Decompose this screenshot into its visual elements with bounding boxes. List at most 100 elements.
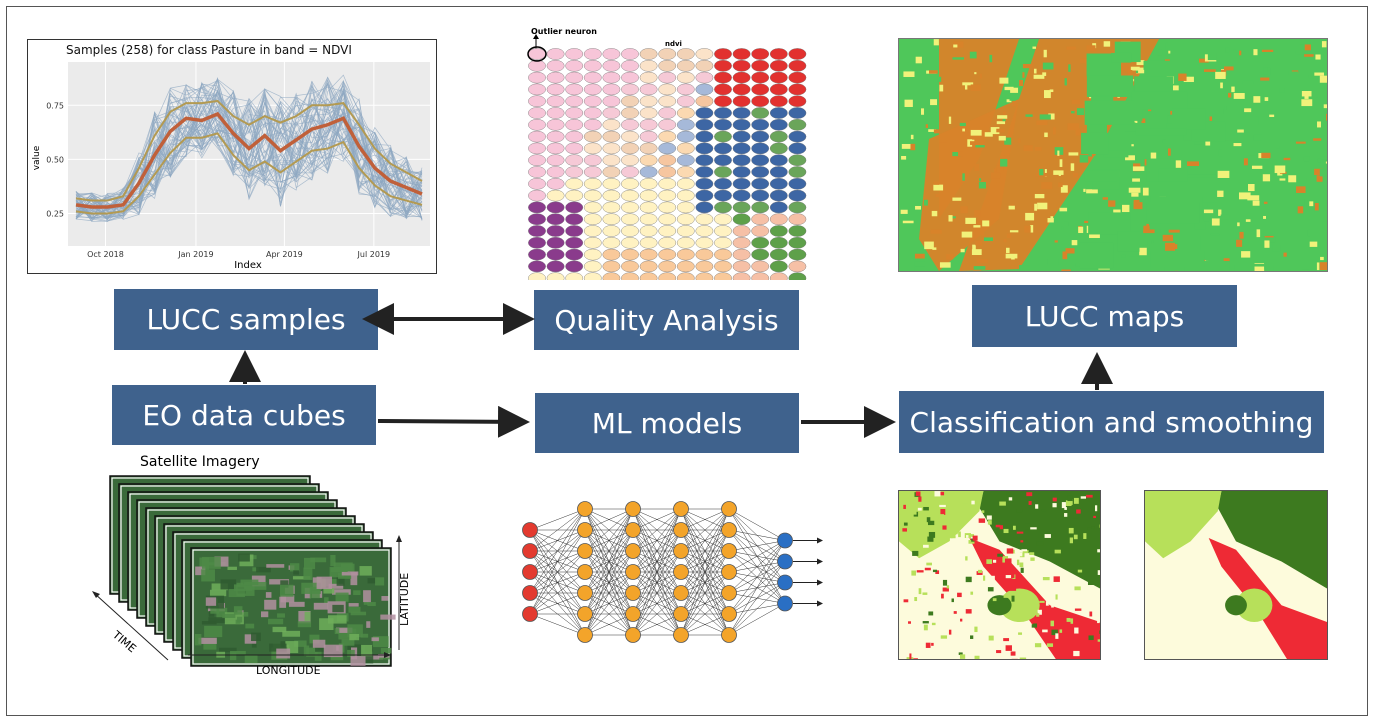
- som-neuron: [602, 272, 621, 285]
- map-patch: [976, 259, 988, 263]
- map-patch: [1127, 70, 1133, 77]
- nn-edge: [632, 613, 682, 636]
- som-neuron: [528, 60, 546, 72]
- map-patch: [1215, 71, 1226, 79]
- map-patch: [1064, 78, 1067, 86]
- classification-noise: [976, 571, 983, 575]
- classification-noise: [983, 575, 986, 581]
- map-patch: [1263, 215, 1267, 219]
- map-patch: [970, 141, 977, 145]
- map-patch: [1086, 45, 1096, 52]
- map-patch: [1224, 105, 1227, 110]
- map-patch: [1263, 67, 1268, 75]
- classification-noise: [958, 652, 963, 655]
- cube-pixel-patch: [350, 656, 366, 666]
- som-neuron: [528, 166, 546, 178]
- map-patch: [1088, 153, 1092, 157]
- som-neuron: [676, 201, 695, 214]
- classification-noise: [936, 581, 940, 586]
- hidden-neuron: [721, 501, 737, 517]
- map-patch: [1234, 129, 1244, 133]
- som-neuron: [583, 177, 602, 190]
- map-patch: [1167, 245, 1171, 251]
- cube-pixel-patch: [228, 589, 245, 598]
- som-neuron: [583, 154, 602, 166]
- cube-pixel-patch: [332, 604, 344, 613]
- nn-edge: [680, 508, 730, 636]
- input-neuron: [522, 585, 538, 601]
- som-neuron: [583, 201, 602, 214]
- cube-pixel-patch: [244, 634, 257, 644]
- nn-edge: [529, 613, 586, 636]
- outlier-pointer-head: [533, 34, 539, 39]
- map-patch: [1047, 258, 1059, 265]
- som-neuron: [751, 107, 770, 119]
- map-patch: [1295, 50, 1305, 55]
- cube-pixel-patch: [233, 606, 243, 615]
- classification-noise: [992, 559, 997, 563]
- classification-noise: [942, 525, 947, 530]
- output-neuron: [777, 532, 793, 549]
- cube-pixel-patch: [251, 632, 261, 642]
- nn-edge: [584, 529, 634, 636]
- map-patch: [1167, 148, 1171, 156]
- map-patch: [1048, 113, 1055, 120]
- map-patch: [1288, 175, 1297, 183]
- nn-edge: [632, 571, 682, 636]
- map-patch: [967, 139, 973, 147]
- nn-edge: [632, 508, 682, 594]
- map-patch: [1034, 203, 1038, 211]
- map-patch: [1304, 44, 1311, 51]
- cube-pixel-patch: [324, 597, 329, 604]
- map-patch: [1005, 253, 1018, 259]
- som-neuron: [769, 130, 788, 143]
- output-neuron: [777, 595, 793, 612]
- classification-noise: [1074, 586, 1081, 591]
- classification-noise: [997, 553, 1003, 557]
- map-patch: [1319, 262, 1327, 271]
- classification-noise: [965, 556, 968, 561]
- quality-analysis-label: Quality Analysis: [554, 303, 779, 337]
- classification-noise: [1012, 525, 1016, 530]
- som-neuron: [658, 272, 677, 285]
- classification-noise: [1042, 629, 1048, 633]
- cube-pixel-patch: [251, 575, 266, 587]
- cube-pixel-patch: [333, 562, 353, 571]
- som-neuron: [751, 272, 770, 285]
- som-neuron: [639, 130, 658, 143]
- classification-noise: [909, 653, 912, 659]
- classification-noise: [1046, 643, 1054, 647]
- nn-edge: [584, 508, 634, 531]
- map-patch: [1233, 49, 1236, 52]
- cube-pixel-patch: [210, 605, 220, 614]
- nn-edge: [680, 508, 730, 573]
- classification-noise: [1074, 627, 1079, 634]
- som-neuron: [602, 201, 621, 214]
- map-patch: [1089, 234, 1100, 239]
- classification-noise: [1016, 509, 1023, 513]
- som-neuron: [658, 225, 677, 237]
- pasture-block: [1135, 128, 1187, 136]
- map-patch: [1058, 182, 1063, 188]
- som-neuron: [621, 225, 639, 237]
- classification-noise: [1020, 540, 1024, 543]
- classification-noise: [1069, 537, 1073, 544]
- som-neuron: [732, 154, 751, 166]
- map-patch: [1274, 165, 1286, 174]
- som-neuron: [769, 225, 788, 237]
- classification-noise: [1067, 495, 1073, 502]
- map-patch: [1043, 90, 1051, 99]
- map-patch: [1102, 197, 1108, 200]
- pasture-block: [1081, 132, 1109, 155]
- y-tick-label: 0.75: [46, 101, 64, 110]
- som-neuron: [565, 225, 584, 237]
- som-neuron: [602, 83, 621, 96]
- som-neuron: [769, 248, 788, 261]
- som-neuron: [639, 142, 658, 155]
- som-neuron: [528, 248, 546, 261]
- map-patch: [1062, 251, 1068, 260]
- som-neuron: [621, 189, 639, 202]
- som-neuron: [528, 95, 546, 107]
- classification-noise: [1039, 600, 1045, 603]
- nn-edge: [632, 592, 682, 636]
